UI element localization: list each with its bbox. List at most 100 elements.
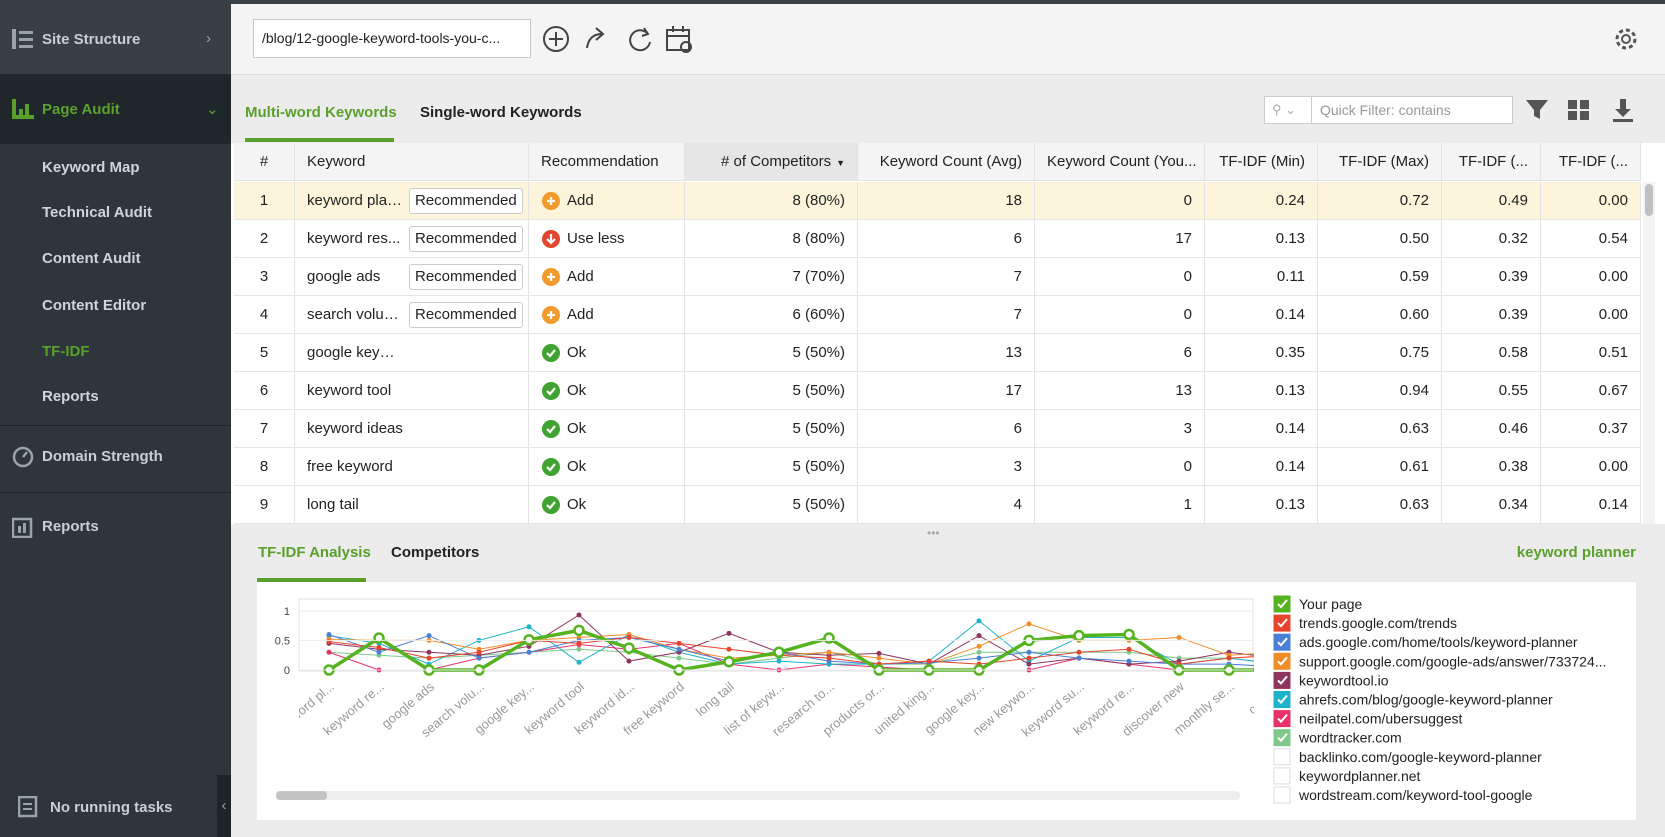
series-point xyxy=(1026,655,1032,661)
badge[interactable]: Recommended xyxy=(409,302,523,328)
tab-active[interactable]: Multi-word Keywords xyxy=(245,104,397,121)
tab[interactable]: Single-word Keywords xyxy=(420,104,582,121)
icon-glyph xyxy=(547,311,555,320)
cell: 4 xyxy=(858,486,1035,524)
cell-value: 8 (80%) xyxy=(792,230,845,247)
column-header[interactable]: # xyxy=(234,143,295,181)
cell-value: 7 (70%) xyxy=(792,268,845,285)
scrollbar-thumb[interactable] xyxy=(1645,184,1653,216)
legend-checkbox[interactable] xyxy=(1273,691,1291,708)
cell: 5 (50%) xyxy=(685,372,858,410)
url-select[interactable]: /blog/12-google-keyword-tools-you-c... xyxy=(253,19,531,58)
legend-checkbox[interactable] xyxy=(1273,652,1291,670)
series-point xyxy=(626,634,632,640)
legend-checkbox[interactable] xyxy=(1273,767,1291,785)
filter-mode[interactable]: ⚲ ⌄ xyxy=(1264,96,1312,124)
recommendation: Ok xyxy=(567,344,587,362)
series-point xyxy=(526,649,532,655)
cell-value: 0.49 xyxy=(1498,192,1528,209)
legend-checkbox[interactable] xyxy=(1273,614,1291,632)
status-icon xyxy=(542,420,560,439)
badge[interactable]: Recommended xyxy=(409,264,523,290)
footer-status: No running tasks xyxy=(50,799,173,816)
series-point xyxy=(676,646,682,652)
splitter[interactable]: ••• xyxy=(927,526,940,540)
chevron: › xyxy=(206,30,211,47)
h-scrollbar-thumb[interactable] xyxy=(276,791,327,800)
column-header[interactable]: TF-IDF (... xyxy=(1541,143,1641,181)
legend-checkbox[interactable] xyxy=(1273,633,1291,651)
column-header[interactable]: Keyword Count (You... xyxy=(1035,143,1205,181)
column-header[interactable]: TF-IDF (Max) xyxy=(1318,143,1442,181)
series-point xyxy=(1176,634,1182,640)
selected-keyword: keyword planner xyxy=(1516,544,1636,561)
cell: 0.35 xyxy=(1205,334,1318,372)
cell-value: 0.58 xyxy=(1498,344,1528,361)
legend-check xyxy=(1277,637,1288,647)
legend-checkbox[interactable] xyxy=(1273,595,1291,613)
nav-section[interactable]: Page Audit xyxy=(42,101,120,118)
recommendation: Use less xyxy=(567,230,625,248)
cell: 5 (50%) xyxy=(685,486,858,524)
cell-value: 0.39 xyxy=(1498,306,1528,323)
column-header[interactable]: # of Competitors ▼ xyxy=(685,143,858,181)
series-point xyxy=(826,655,832,661)
tab[interactable]: Competitors xyxy=(391,544,480,561)
legend-checkbox[interactable] xyxy=(1273,729,1291,747)
icon xyxy=(12,99,34,119)
settings-icon[interactable] xyxy=(1612,25,1640,53)
nav-item[interactable]: TF-IDF xyxy=(42,343,90,360)
series-point xyxy=(1076,649,1082,655)
page-audit-row[interactable] xyxy=(0,74,231,144)
cell: 0.37 xyxy=(1541,410,1641,448)
site-structure-row[interactable] xyxy=(0,0,231,74)
cell: google ads Recommended xyxy=(295,258,529,296)
cell-value: 0.32 xyxy=(1498,230,1528,247)
nav-item[interactable]: Reports xyxy=(42,388,99,405)
series-point xyxy=(523,634,535,646)
cell: 8 (80%) xyxy=(685,182,858,220)
cell-value: 1 xyxy=(1183,496,1192,513)
cell: 13 xyxy=(858,334,1035,372)
header-text: TF-IDF (Max) xyxy=(1339,153,1429,170)
quick-filter[interactable] xyxy=(1264,96,1513,124)
badge[interactable]: Recommended xyxy=(409,188,523,214)
series-point xyxy=(426,633,432,639)
legend-checkbox[interactable] xyxy=(1273,671,1291,689)
column-header[interactable]: TF-IDF (... xyxy=(1442,143,1541,181)
nav-item[interactable]: Content Editor xyxy=(42,297,147,314)
cell-value: 13 xyxy=(1005,344,1022,361)
nav-item[interactable]: Technical Audit xyxy=(42,204,153,221)
legend-checkbox[interactable] xyxy=(1273,748,1291,766)
series-point xyxy=(926,658,932,664)
cell-value: 3 xyxy=(1013,458,1022,475)
nav-section[interactable]: Reports xyxy=(42,518,99,535)
column-header[interactable]: Keyword xyxy=(295,143,529,181)
legend-check xyxy=(1277,618,1288,628)
nav-section[interactable]: Site Structure xyxy=(42,31,141,48)
badge[interactable]: Recommended xyxy=(409,226,523,252)
cell: 1 xyxy=(234,182,295,220)
cell-value: 0 xyxy=(1183,458,1192,475)
series-point xyxy=(1226,655,1232,661)
series-point xyxy=(876,655,882,661)
legend-checkbox[interactable] xyxy=(1273,710,1291,728)
icon-glyph xyxy=(546,501,556,510)
cell: 0.13 xyxy=(1205,220,1318,258)
icon xyxy=(18,796,38,818)
legend-check xyxy=(1277,599,1288,609)
series-point xyxy=(1126,646,1132,652)
collapse-toggle[interactable]: ‹ xyxy=(217,775,231,837)
cell: 0 xyxy=(1035,182,1205,220)
nav-item[interactable]: Keyword Map xyxy=(42,159,140,176)
legend-checkbox[interactable] xyxy=(1273,786,1291,804)
cell-value: 6 xyxy=(1183,344,1192,361)
tab-active[interactable]: TF-IDF Analysis xyxy=(258,544,371,561)
column-header[interactable]: Recommendation xyxy=(529,143,685,181)
cell: 6 xyxy=(1035,334,1205,372)
column-header[interactable]: TF-IDF (Min) xyxy=(1205,143,1318,181)
legend-check xyxy=(1277,656,1288,666)
column-header[interactable]: Keyword Count (Avg) xyxy=(858,143,1035,181)
nav-section[interactable]: Domain Strength xyxy=(42,448,163,465)
nav-item[interactable]: Content Audit xyxy=(42,250,141,267)
